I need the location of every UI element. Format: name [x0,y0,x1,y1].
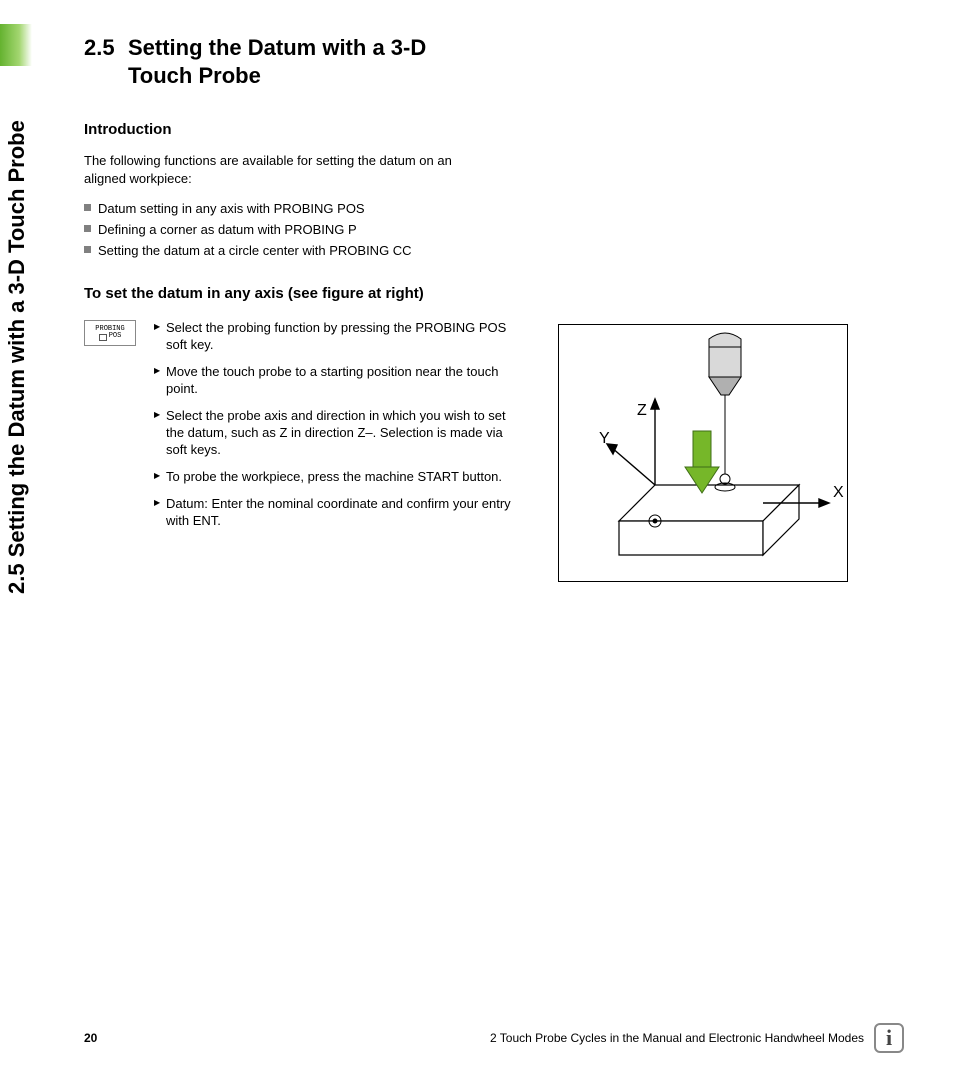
list-item: Datum setting in any axis with PROBING P… [84,199,904,220]
section-name: Setting the Datum with a 3-D Touch Probe [128,34,458,89]
side-tab-text: 2.5 Setting the Datum with a 3-D Touch P… [4,120,30,594]
step-item: Move the touch probe to a starting posit… [154,364,514,398]
side-tab: 2.5 Setting the Datum with a 3-D Touch P… [0,24,60,594]
intro-heading: Introduction [84,121,904,138]
axis-y-label: Y [599,430,610,447]
section-title: 2.5 Setting the Datum with a 3-D Touch P… [84,34,904,89]
chapter-title: 2 Touch Probe Cycles in the Manual and E… [490,1031,864,1045]
figure-svg: Z Y X [559,325,849,583]
page-footer: 20 2 Touch Probe Cycles in the Manual an… [84,1023,904,1053]
softkey-line2: POS [99,333,122,341]
intro-para: The following functions are available fo… [84,152,484,187]
step-item: Select the probe axis and direction in w… [154,408,514,459]
side-accent [0,24,32,66]
footer-right: 2 Touch Probe Cycles in the Manual and E… [490,1023,904,1053]
list-item: Setting the datum at a circle center wit… [84,241,904,262]
axis-x-label: X [833,484,844,501]
softkey-probing-pos: PROBING POS [84,320,136,346]
page-number: 20 [84,1031,97,1045]
step-item: Select the probing function by pressing … [154,320,514,354]
intro-list: Datum setting in any axis with PROBING P… [84,199,904,261]
step-item: To probe the workpiece, press the machin… [154,469,514,486]
list-item: Defining a corner as datum with PROBING … [84,220,904,241]
section-number: 2.5 [84,34,128,89]
steps-list: Select the probing function by pressing … [154,320,514,539]
figure-datum-probe: Z Y X [558,324,848,582]
proc-heading: To set the datum in any axis (see figure… [84,285,904,302]
step-item: Datum: Enter the nominal coordinate and … [154,496,514,530]
info-icon: i [874,1023,904,1053]
axis-z-label: Z [637,402,647,419]
